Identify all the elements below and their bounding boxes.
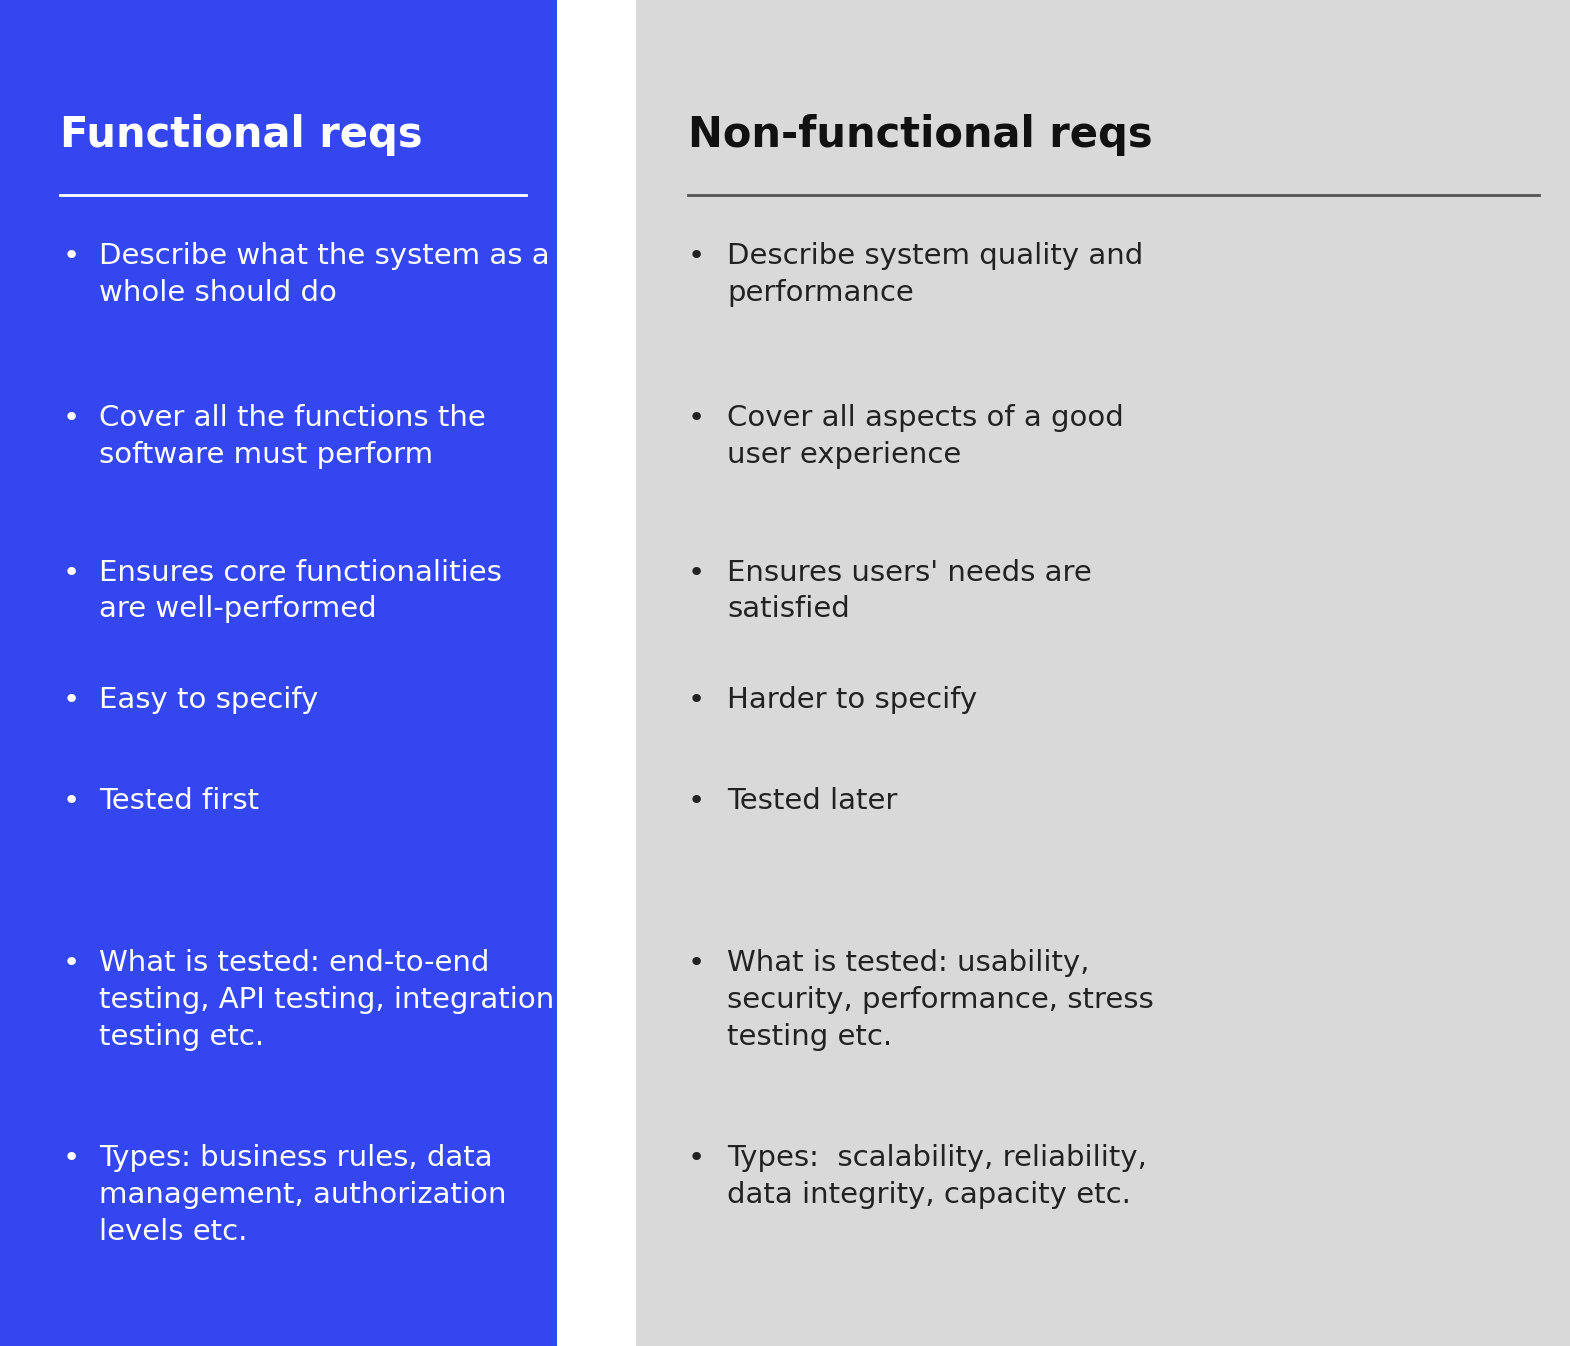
Text: Harder to specify: Harder to specify [727, 686, 977, 715]
Text: Describe what the system as a
whole should do: Describe what the system as a whole shou… [99, 242, 550, 307]
Text: Ensures users' needs are
satisfied: Ensures users' needs are satisfied [727, 559, 1091, 623]
Text: Tested first: Tested first [99, 787, 259, 816]
Text: Functional reqs: Functional reqs [60, 114, 422, 156]
Text: •: • [63, 686, 80, 715]
Text: Cover all aspects of a good
user experience: Cover all aspects of a good user experie… [727, 404, 1124, 468]
Text: •: • [688, 787, 705, 816]
Text: Ensures core functionalities
are well-performed: Ensures core functionalities are well-pe… [99, 559, 502, 623]
Text: •: • [688, 242, 705, 271]
Text: •: • [63, 1144, 80, 1172]
Bar [0, 0, 557, 1346]
Text: Easy to specify: Easy to specify [99, 686, 319, 715]
Text: Non-functional reqs: Non-functional reqs [688, 114, 1152, 156]
Text: •: • [688, 404, 705, 432]
Text: •: • [63, 242, 80, 271]
Text: What is tested: end-to-end
testing, API testing, integration
testing etc.: What is tested: end-to-end testing, API … [99, 949, 554, 1050]
Text: •: • [688, 1144, 705, 1172]
Text: •: • [688, 559, 705, 587]
Text: Types:  scalability, reliability,
data integrity, capacity etc.: Types: scalability, reliability, data in… [727, 1144, 1146, 1209]
Text: •: • [688, 686, 705, 715]
Text: •: • [63, 787, 80, 816]
Text: Cover all the functions the
software must perform: Cover all the functions the software mus… [99, 404, 485, 468]
Bar [636, 0, 1570, 1346]
Text: Types: business rules, data
management, authorization
levels etc.: Types: business rules, data management, … [99, 1144, 507, 1245]
Text: What is tested: usability,
security, performance, stress
testing etc.: What is tested: usability, security, per… [727, 949, 1154, 1050]
Text: Tested later: Tested later [727, 787, 898, 816]
Text: •: • [63, 559, 80, 587]
Text: •: • [63, 949, 80, 977]
Text: •: • [63, 404, 80, 432]
Text: •: • [688, 949, 705, 977]
Text: Describe system quality and
performance: Describe system quality and performance [727, 242, 1143, 307]
